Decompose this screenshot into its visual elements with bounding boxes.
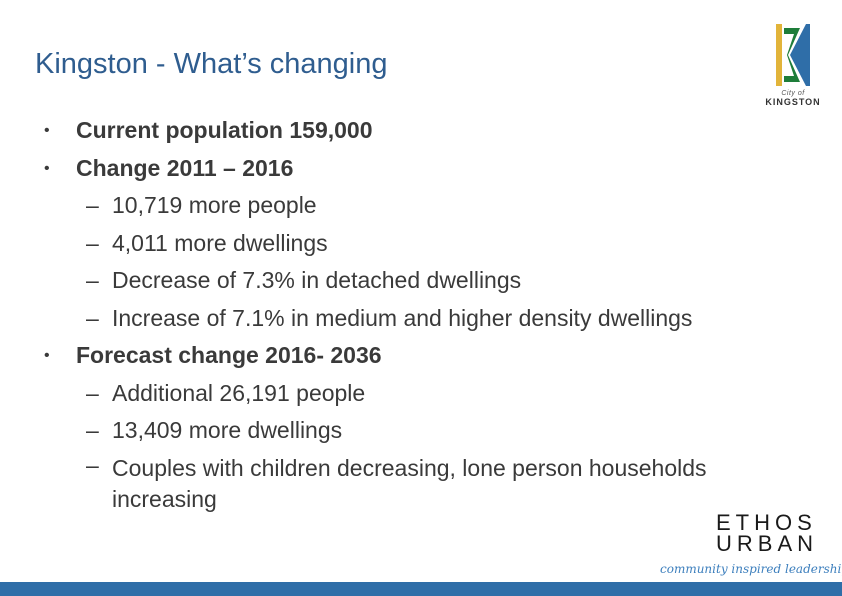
bullet-text: Current population 159,000 — [76, 117, 373, 143]
bullet-marker: • — [44, 347, 50, 364]
ethos-urban-logo: ETHOS URBAN — [716, 510, 824, 556]
sub-bullet-text: 10,719 more people — [112, 192, 317, 218]
sub-bullet-item: – 13,409 more dwellings — [40, 412, 820, 450]
sub-bullet-marker: – — [86, 451, 99, 478]
tagline: community inspired leadership — [660, 562, 842, 576]
sub-bullet-item: – 10,719 more people — [40, 187, 820, 225]
bullet-list: • Current population 159,000 • Change 20… — [40, 112, 820, 515]
sub-bullet-item: – Additional 26,191 people — [40, 375, 820, 413]
sub-bullet-text: Increase of 7.1% in medium and higher de… — [112, 304, 693, 331]
sub-bullet-marker: – — [86, 417, 99, 443]
bullet-marker: • — [44, 122, 50, 139]
bullet-item: • Forecast change 2016- 2036 — [40, 337, 820, 375]
sub-bullet-text: Couples with children decreasing, lone p… — [112, 454, 707, 512]
sub-bullet-text: Additional 26,191 people — [112, 379, 366, 406]
city-of-kingston-logo: City of KINGSTON — [760, 24, 826, 110]
sub-bullet-item: – Couples with children decreasing, lone… — [40, 450, 812, 515]
sub-bullet-marker: – — [86, 192, 99, 218]
sub-bullet-text: 13,409 more dwellings — [112, 417, 343, 443]
bullet-item: • Change 2011 – 2016 — [40, 150, 820, 188]
bullet-marker: • — [44, 159, 50, 177]
sub-bullet-marker: – — [86, 229, 99, 256]
sub-bullet-marker: – — [86, 379, 99, 406]
logo-small-text: City of — [781, 90, 805, 97]
bullet-text: Forecast change 2016- 2036 — [76, 342, 382, 368]
logo-name-text: KINGSTON — [765, 97, 821, 107]
ethos-logo-line1: ETHOS — [716, 510, 817, 535]
sub-bullet-item: – 4,011 more dwellings — [40, 225, 820, 263]
bullet-text: Change 2011 – 2016 — [76, 154, 294, 181]
kingston-emblem-icon — [776, 24, 810, 86]
sub-bullet-text: Decrease of 7.3% in detached dwellings — [112, 267, 522, 293]
slide-title: Kingston - What’s changing — [35, 48, 388, 80]
footer-bar — [0, 582, 842, 596]
sub-bullet-item: – Increase of 7.1% in medium and higher … — [40, 300, 820, 338]
bullet-item: • Current population 159,000 — [40, 112, 820, 150]
sub-bullet-marker: – — [86, 267, 99, 293]
ethos-logo-line2: URBAN — [716, 531, 819, 556]
sub-bullet-text: 4,011 more dwellings — [112, 229, 328, 256]
sub-bullet-marker: – — [86, 304, 99, 331]
sub-bullet-item: – Decrease of 7.3% in detached dwellings — [40, 262, 820, 300]
